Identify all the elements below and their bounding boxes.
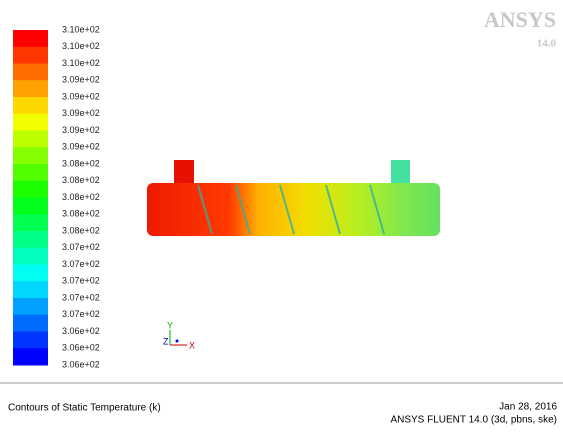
logo-version: 14.0 (537, 38, 557, 50)
outlet-nozzle (391, 160, 410, 185)
colorbar-label: 3.06e+02 (62, 326, 100, 336)
footer-date: Jan 28, 2016 (499, 402, 557, 413)
axis-z-label: Z (163, 336, 169, 346)
colorbar-band (13, 231, 48, 248)
colorbar-label: 3.10e+02 (62, 24, 100, 34)
colorbar-label: 3.07e+02 (62, 309, 100, 319)
colorbar-label: 3.09e+02 (62, 91, 100, 101)
colorbar-band (13, 164, 48, 181)
inlet-nozzle (174, 160, 194, 185)
colorbar-band (13, 214, 48, 231)
colorbar-label: 3.09e+02 (62, 142, 100, 152)
colorbar-label: 3.08e+02 (62, 192, 100, 202)
colorbar-band (13, 315, 48, 332)
colorbar-label: 3.08e+02 (62, 175, 100, 185)
colorbar-band (13, 30, 48, 47)
colorbar-band (13, 147, 48, 164)
colorbar-band (13, 80, 48, 97)
footer-product: ANSYS FLUENT 14.0 (3d, pbns, ske) (390, 415, 557, 426)
colorbar-band (13, 181, 48, 198)
colorbar-label: 3.06e+02 (62, 359, 100, 369)
colorbar-label: 3.07e+02 (62, 292, 100, 302)
colorbar-band (13, 198, 48, 215)
colorbar-band (13, 281, 48, 298)
colorbar-band (13, 97, 48, 114)
colorbar-label: 3.07e+02 (62, 259, 100, 269)
colorbar-label: 3.09e+02 (62, 75, 100, 85)
colorbar-label: 3.08e+02 (62, 225, 100, 235)
colorbar-label: 3.09e+02 (62, 108, 100, 118)
colorbar: 3.10e+02 3.10e+02 3.10e+02 3.09e+02 3.09e+02… (13, 24, 100, 369)
colorbar-label: 3.08e+02 (62, 209, 100, 219)
colorbar-band (13, 114, 48, 131)
colorbar-label: 3.07e+02 (62, 242, 100, 252)
colorbar-band (13, 298, 48, 315)
shell (147, 183, 440, 236)
colorbar-band (13, 64, 48, 81)
colorbar-label: 3.09e+02 (62, 125, 100, 135)
colorbar-band (13, 131, 48, 148)
colorbar-band (13, 47, 48, 64)
z-axis (176, 340, 179, 343)
colorbar-band (13, 348, 48, 365)
logo-brand: ANSYS (484, 7, 556, 32)
colorbar-band (13, 265, 48, 282)
colorbar-label: 3.10e+02 (62, 58, 100, 68)
viewport: ANSYS 14.0 3.10e+02 3.10e+02 3.10e+02 3.09e… (0, 0, 563, 430)
axis-y-label: Y (167, 320, 173, 330)
colorbar-band (13, 248, 48, 265)
colorbar-band (13, 332, 48, 349)
colorbar-label: 3.08e+02 (62, 158, 100, 168)
colorbar-label: 3.07e+02 (62, 276, 100, 286)
axis-x-label: X (189, 340, 195, 350)
footer-title: Contours of Static Temperature (k) (8, 403, 161, 414)
geometry (147, 160, 440, 236)
colorbar-label: 3.06e+02 (62, 343, 100, 353)
axis-triad: Y Z X (163, 320, 195, 350)
colorbar-label: 3.10e+02 (62, 41, 100, 51)
